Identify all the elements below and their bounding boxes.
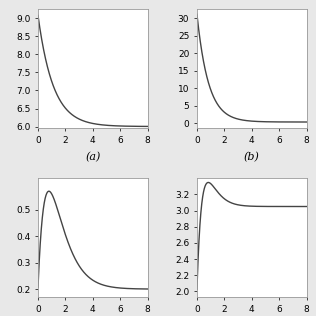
Text: (a): (a): [85, 152, 100, 162]
Text: (b): (b): [244, 152, 260, 162]
